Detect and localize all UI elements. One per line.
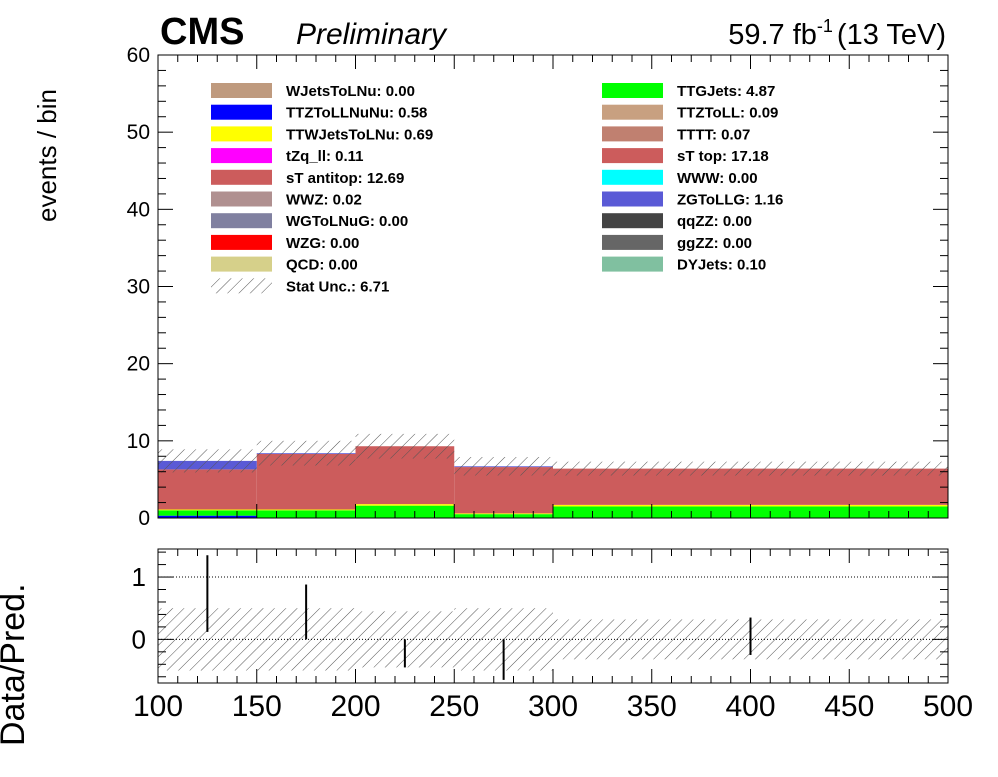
legend-label: Stat Unc.: 6.71: [286, 278, 389, 295]
y-tick-label: 0: [138, 507, 150, 530]
stat-unc-band: [256, 440, 356, 466]
bar-segment: [158, 515, 257, 518]
x-tick-label: 500: [923, 690, 973, 723]
legend-swatch: [211, 256, 272, 272]
bar-segment: [454, 513, 553, 515]
legend-label: tZq_ll: 0.11: [286, 148, 364, 165]
stat-unc-band: [553, 461, 948, 476]
bar-segment: [256, 509, 356, 511]
ratio-y-tick-label: 0: [132, 624, 146, 654]
bar-segment: [355, 504, 455, 506]
legend-swatch: [211, 83, 272, 98]
legend-label: sT top: 17.18: [677, 148, 769, 165]
stat-unc-band: [454, 457, 553, 476]
legend-swatch: [211, 213, 272, 229]
legend-swatch: [602, 148, 663, 164]
x-tick-label: 350: [627, 690, 677, 723]
status-label: Preliminary: [296, 18, 448, 51]
x-tick-label: 300: [528, 690, 578, 723]
legend-swatch: [211, 148, 272, 164]
x-tick-label: 400: [725, 690, 775, 723]
stat-unc-band: [355, 433, 455, 459]
legend-label: DYJets: 0.10: [677, 257, 766, 274]
ratio-plot: 0 1 100 150 200 250 300 350 400 450 500: [132, 548, 973, 723]
legend-swatch: [211, 104, 272, 120]
energy-label: (13 TeV): [837, 19, 946, 51]
luminosity-label: 59.7 fb-1 (13 TeV): [728, 16, 946, 51]
legend-swatch: [602, 234, 663, 250]
legend-label: WWZ: 0.02: [286, 192, 362, 209]
legend-swatch: [211, 126, 272, 142]
legend-swatch: [602, 256, 663, 272]
experiment-label: CMS: [160, 11, 244, 53]
main-plot: 0 10 20 30 40 50 60: [127, 44, 949, 530]
y-tick-label: 40: [127, 198, 150, 221]
legend-swatch: [211, 234, 272, 250]
legend-label: WZG: 0.00: [286, 235, 359, 252]
legend-label: WWW: 0.00: [677, 170, 758, 187]
legend-swatch: [211, 191, 272, 207]
legend-label: TTGJets: 4.87: [677, 83, 775, 100]
y-tick-label: 50: [127, 121, 150, 144]
bar-segment: [355, 505, 455, 518]
lumi-exponent: -1: [817, 16, 833, 36]
bar-segment: [158, 509, 257, 511]
x-tick-label: 100: [133, 690, 183, 723]
legend-swatch: [602, 83, 663, 98]
y-tick-label: 10: [127, 430, 150, 453]
x-tick-label: 200: [330, 690, 380, 723]
legend-label: TTTT: 0.07: [677, 126, 750, 143]
x-tick-label: 450: [824, 690, 874, 723]
legend-swatch: [211, 169, 272, 185]
bar-segment: [158, 510, 257, 516]
legend-label: TTWJetsToLNu: 0.69: [286, 126, 433, 143]
legend-label: WGToLNuG: 0.00: [286, 213, 408, 230]
legend-swatch: [602, 191, 663, 207]
legend-label: QCD: 0.00: [286, 257, 358, 274]
legend-label: TTZToLLNuNu: 0.58: [286, 105, 427, 122]
legend-label: TTZToLL: 0.09: [677, 105, 778, 122]
legend-label: sT antitop: 12.69: [286, 170, 404, 187]
ratio-axis-title: Data/Pred.: [0, 583, 32, 746]
y-tick-label: 20: [127, 353, 150, 376]
legend-swatch: [602, 126, 663, 142]
legend-swatch: [211, 278, 272, 294]
ratio-y-tick-label: 1: [132, 562, 146, 592]
bar-segment: [454, 514, 553, 518]
legend-swatch: [602, 104, 663, 120]
stat-unc-band: [158, 449, 257, 473]
legend-label: ggZZ: 0.00: [677, 235, 752, 252]
legend-label: WJetsToLNu: 0.00: [286, 83, 415, 100]
legend-swatch: [602, 213, 663, 229]
y-tick-label: 60: [127, 44, 150, 67]
y-axis-title: events / bin: [32, 89, 62, 222]
legend-swatch: [602, 169, 663, 185]
legend-label: ZGToLLG: 1.16: [677, 192, 783, 209]
y-tick-label: 30: [127, 276, 150, 299]
legend-label: qqZZ: 0.00: [677, 213, 752, 230]
bar-segment: [158, 469, 257, 510]
x-tick-label: 150: [232, 690, 282, 723]
legend: WJetsToLNu: 0.00 TTGJets: 4.87 TTZToLLNuNu…: [211, 83, 783, 295]
lumi-value: 59.7 fb: [728, 19, 817, 51]
bar-segment: [256, 510, 356, 518]
x-tick-label: 250: [429, 690, 479, 723]
